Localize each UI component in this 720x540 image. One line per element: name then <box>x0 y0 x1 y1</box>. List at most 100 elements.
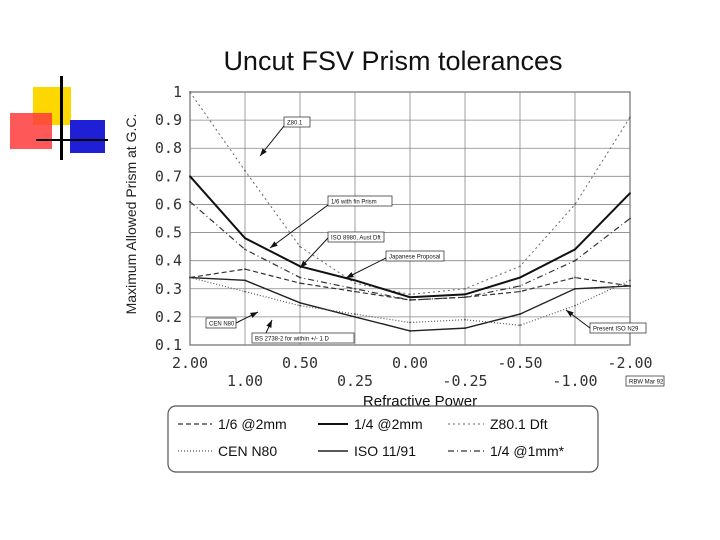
data-point <box>299 301 301 304</box>
data-point <box>354 287 356 290</box>
data-point <box>354 282 356 285</box>
data-point <box>244 290 246 293</box>
chart-title: Uncut FSV Prism tolerances <box>223 46 562 76</box>
y-tick-label: 0.1 <box>155 336 182 354</box>
data-point <box>299 304 301 307</box>
data-point <box>409 296 411 299</box>
data-point <box>629 285 631 287</box>
data-point <box>464 296 466 299</box>
annotation-arrowhead <box>566 310 574 317</box>
annotation-box <box>283 116 311 128</box>
data-point <box>519 285 521 287</box>
data-point <box>354 313 356 315</box>
data-point <box>189 276 191 279</box>
legend-label: 1/4 @2mm <box>354 416 423 432</box>
annotation-label: RBW Mar 92 <box>629 380 664 386</box>
x-tick-label: 1.00 <box>227 372 263 390</box>
data-point <box>519 265 521 268</box>
x-tick-label: -2.00 <box>607 354 652 372</box>
data-point <box>574 248 576 251</box>
annotation-box <box>589 322 647 334</box>
annotation-arrowhead <box>300 260 308 268</box>
data-point <box>409 293 411 296</box>
data-point <box>244 248 246 251</box>
data-point <box>409 321 411 324</box>
y-tick-label: 0.8 <box>155 139 182 157</box>
x-tick-label: 0.00 <box>392 354 428 372</box>
x-tick-label: 2.00 <box>172 354 208 372</box>
annotation-arrow <box>269 204 329 249</box>
data-point <box>244 169 246 172</box>
legend-label: Z80.1 Dft <box>490 416 548 432</box>
legend-label: ISO 11/91 <box>354 443 416 459</box>
y-tick-label: 1 <box>173 83 182 101</box>
series-line-1-4-1mm- <box>189 201 631 301</box>
legend-label: CEN N80 <box>218 443 277 459</box>
data-point <box>299 282 301 285</box>
data-point <box>409 330 411 332</box>
x-axis-label: Refractive Power <box>363 393 477 410</box>
legend-label: 1/4 @1mm* <box>490 443 565 459</box>
data-point <box>574 203 576 206</box>
data-point <box>519 290 521 293</box>
y-tick-label: 0.4 <box>155 252 182 270</box>
annotation-box <box>385 250 445 262</box>
y-tick-label: 0.6 <box>155 195 182 213</box>
decor-red-square <box>10 113 52 149</box>
annotation-box <box>625 375 665 387</box>
annotation-arrowhead <box>266 320 272 328</box>
decor-horizontal-line <box>36 139 108 141</box>
data-point <box>244 279 246 282</box>
data-point <box>299 276 301 279</box>
annotation-label: BS 2738-2 for within +/- 1 D <box>255 337 330 343</box>
decor-blue-square <box>70 120 105 153</box>
legend-box <box>167 405 599 473</box>
annotation-box <box>327 195 393 207</box>
annotation-label: CEN N80 <box>209 322 235 328</box>
annotation-arrowhead <box>270 241 278 248</box>
decor-vertical-line <box>60 76 63 160</box>
data-point <box>409 299 411 301</box>
annotation-box <box>327 231 385 243</box>
data-point <box>464 287 466 290</box>
series-line-cen-n80 <box>189 276 631 326</box>
data-point <box>464 327 466 330</box>
y-tick-label: 0.3 <box>155 280 182 298</box>
annotation-box <box>251 332 355 344</box>
data-point <box>354 279 356 282</box>
data-point <box>464 318 466 321</box>
data-point <box>574 287 576 290</box>
data-point <box>519 276 521 279</box>
data-point <box>629 116 631 119</box>
data-point <box>629 217 631 220</box>
annotation-arrowhead <box>260 148 267 156</box>
data-point <box>519 324 521 327</box>
x-tick-label: -0.25 <box>442 372 487 390</box>
y-axis-label: Maximum Allowed Prism at G.C. <box>123 114 139 315</box>
data-point <box>519 313 521 315</box>
x-tick-label: 0.50 <box>282 354 318 372</box>
data-point <box>189 200 191 203</box>
x-tick-label: -0.50 <box>497 354 542 372</box>
data-point <box>244 237 246 240</box>
data-point <box>574 259 576 262</box>
series-line-1-6-2mm <box>189 268 631 301</box>
data-point <box>189 175 191 178</box>
y-tick-label: 0.9 <box>155 111 182 129</box>
legend-label: 1/6 @2mm <box>218 416 287 432</box>
data-point <box>299 245 301 248</box>
y-tick-label: 0.5 <box>155 224 182 242</box>
annotation-label: Japanese Proposal <box>389 255 440 261</box>
y-tick-label: 0.2 <box>155 308 182 326</box>
annotation-label: Present ISO N29 <box>593 327 639 333</box>
y-tick-label: 0.7 <box>155 167 182 185</box>
annotation-label: Z80.1 <box>287 121 303 127</box>
data-point <box>464 293 466 296</box>
x-tick-label: -1.00 <box>552 372 597 390</box>
data-point <box>189 91 191 93</box>
data-point <box>299 265 301 268</box>
data-point <box>354 290 356 293</box>
data-point <box>629 279 631 282</box>
annotation-box <box>205 317 237 329</box>
